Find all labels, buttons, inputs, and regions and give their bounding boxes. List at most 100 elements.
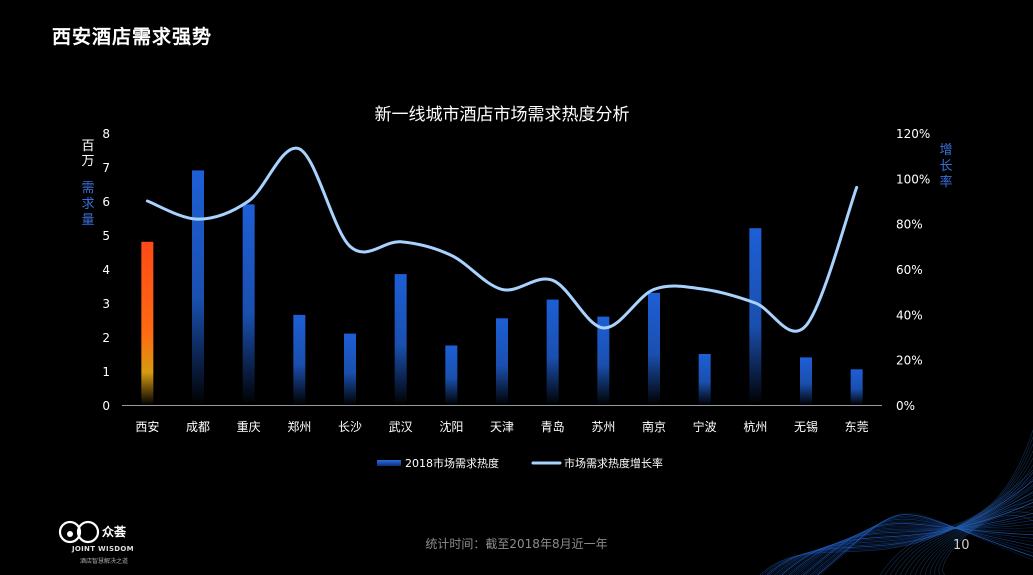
y-left-tick-label: 5 (102, 229, 110, 243)
decorative-wave-line (774, 491, 1033, 575)
y-right-tick-label: 80% (896, 218, 923, 232)
logo-brand-text: 众荟 (102, 525, 127, 539)
x-category-label: 苏州 (591, 420, 615, 434)
bar-青岛 (546, 299, 559, 405)
bar-郑州 (293, 314, 306, 405)
x-category-label: 无锡 (794, 419, 818, 434)
x-category-label: 郑州 (287, 419, 311, 434)
decorative-wave-line (914, 478, 1033, 575)
decorative-wave-line (924, 492, 1033, 575)
y-left-axis-label-char: 量 (81, 213, 94, 228)
decorative-wave-line (793, 520, 1033, 575)
logo-english-text: JOINT WISDOM (72, 545, 134, 553)
decorative-wave-line (786, 509, 1033, 575)
y-left-tick-label: 8 (102, 127, 110, 141)
x-category-label: 杭州 (743, 419, 767, 434)
decorative-wave-line (814, 515, 1033, 575)
bar-杭州 (749, 228, 762, 405)
decorative-wave-line (778, 498, 1033, 575)
slide-title: 西安酒店需求强势 (52, 26, 213, 48)
decorative-wave-line (819, 512, 1033, 575)
decorative-wave-line (904, 464, 1033, 575)
decorative-wave-line (788, 512, 1033, 575)
decorative-wave-line (759, 469, 1033, 575)
y-right-tick-label: 120% (896, 127, 930, 141)
logo-tagline: 酒店智慧解决之道 (80, 558, 129, 565)
bar-沈阳 (445, 345, 458, 405)
decorative-wave-line (762, 473, 1033, 575)
y-left-tick-label: 3 (102, 297, 110, 311)
decorative-wave-line (783, 505, 1033, 575)
x-category-label: 南京 (642, 419, 666, 434)
x-category-label: 宁波 (693, 419, 717, 434)
y-right-axis-label-char: 率 (939, 174, 952, 190)
x-category-label: 成都 (186, 420, 210, 434)
decorative-wave-line (781, 502, 1033, 575)
decorative-wave-line (934, 506, 1033, 575)
y-left-unit-char: 万 (81, 154, 94, 169)
decorative-wave-line (805, 521, 1033, 575)
x-category-label: 东莞 (845, 420, 869, 434)
y-right-axis-label-char: 长 (939, 159, 952, 174)
decorative-wave-line (884, 436, 1033, 575)
decorative-wave-line (909, 471, 1033, 575)
decorative-wave-line (790, 516, 1033, 575)
x-category-label: 沈阳 (439, 419, 463, 434)
company-logo: 众荟 JOINT WISDOM 酒店智慧解决之道 (58, 518, 168, 570)
bar-东莞 (850, 369, 863, 405)
y-left-axis-label-char: 求 (81, 197, 94, 212)
decorative-wave-line (879, 429, 1033, 575)
decorative-wave-line (807, 520, 1033, 575)
bar-无锡 (800, 357, 812, 405)
decorative-wave-line (889, 443, 1033, 575)
y-left-unit-char: 百 (81, 139, 94, 154)
bar-重庆 (242, 204, 255, 405)
decorative-wave-line (769, 484, 1033, 575)
footer-note: 统计时间：截至2018年8月近一年 (425, 537, 608, 551)
decorative-wave-line (800, 524, 1033, 575)
decorative-wave-line (776, 494, 1033, 575)
legend-bar-swatch (377, 460, 401, 466)
x-category-label: 西安 (135, 419, 159, 434)
y-right-tick-label: 0% (896, 399, 915, 413)
decorative-wave-line (899, 457, 1033, 575)
bar-南京 (648, 292, 660, 405)
y-right-tick-label: 60% (896, 263, 923, 277)
bar-宁波 (698, 354, 711, 405)
decorative-wave-line (766, 480, 1033, 575)
page-number: 10 (953, 538, 970, 553)
y-left-tick-label: 1 (102, 365, 110, 379)
decorative-wave-line (798, 525, 1033, 575)
bar-长沙 (344, 333, 356, 405)
infinity-logo-icon (58, 520, 100, 544)
y-right-tick-label: 40% (896, 308, 923, 322)
x-category-label: 天津 (490, 420, 514, 434)
decorative-wave-line (894, 450, 1033, 575)
decorative-wave-line (812, 517, 1033, 575)
y-left-axis-label-char: 需 (81, 181, 94, 196)
y-left-tick-label: 2 (102, 331, 110, 345)
x-category-label: 长沙 (338, 420, 362, 434)
bar-天津 (496, 318, 508, 405)
legend-line-label: 市场需求热度增长率 (564, 456, 663, 470)
decorative-wave-line (919, 485, 1033, 575)
y-right-axis-label-char: 增 (939, 143, 952, 158)
legend-bar-label: 2018市场需求热度 (405, 456, 499, 470)
decorative-wave-line (802, 523, 1033, 575)
bar-苏州 (597, 316, 610, 405)
growth-rate-line (145, 146, 859, 333)
y-left-tick-label: 7 (102, 161, 110, 175)
y-right-tick-label: 20% (896, 354, 923, 368)
decorative-wave-line (795, 523, 1033, 575)
decorative-wave-line (764, 476, 1033, 575)
x-category-label: 重庆 (237, 420, 261, 434)
decorative-wave-line (817, 514, 1033, 575)
chart-title: 新一线城市酒店市场需求热度分析 (375, 105, 630, 125)
decorative-wave-line (810, 518, 1033, 575)
y-left-tick-label: 0 (102, 399, 110, 413)
decorative-wave-line (938, 511, 1033, 575)
bar-成都 (192, 170, 204, 405)
y-left-tick-label: 6 (102, 195, 110, 209)
